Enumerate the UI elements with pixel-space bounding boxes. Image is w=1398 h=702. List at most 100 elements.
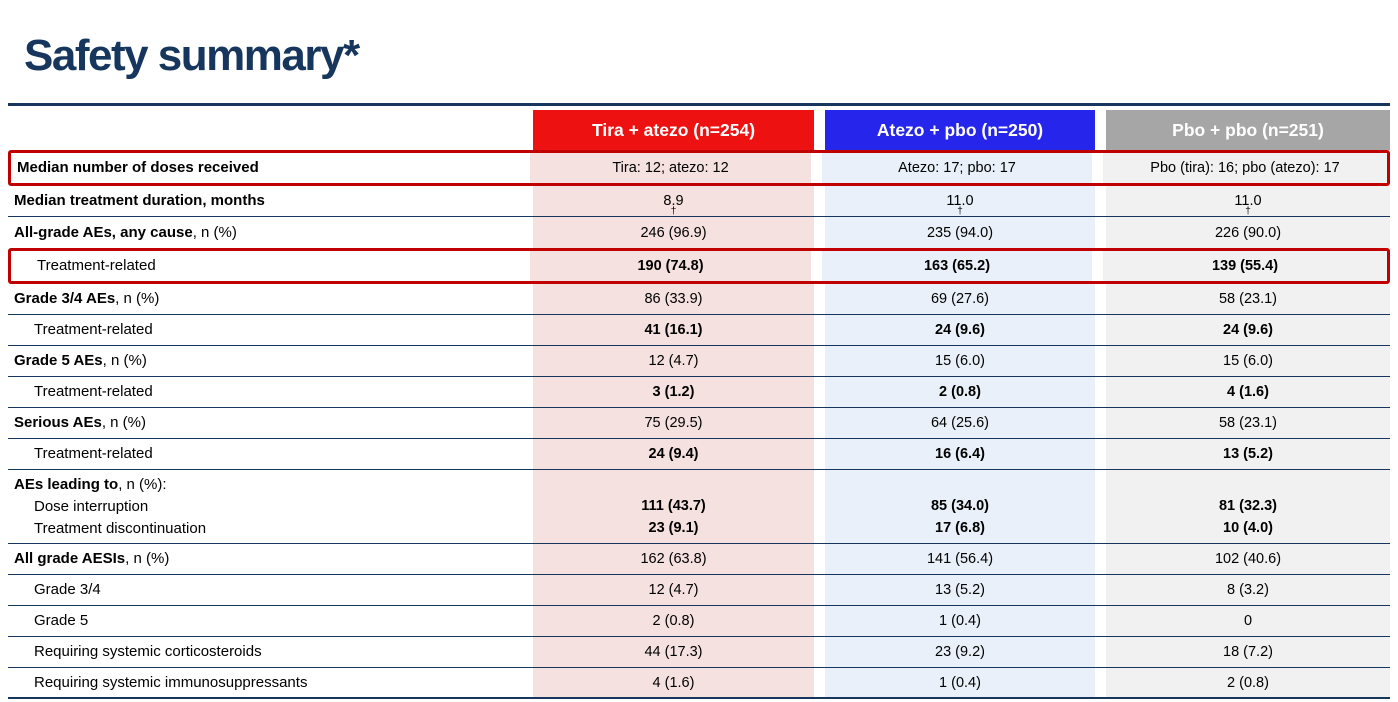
value-line: 81 (32.3) — [1218, 498, 1278, 514]
column-header: Atezo + pbo (n=250) — [825, 110, 1095, 150]
value-cell: 1 (0.4) — [825, 606, 1095, 636]
value-cell: 2 (0.8) — [825, 377, 1095, 407]
row-label-line: Requiring systemic immunosuppressants — [34, 673, 308, 691]
value-cell: 18 (7.2) — [1106, 637, 1390, 667]
row-label: Grade 5 AEs, n (%) — [8, 346, 533, 376]
row-label-line: Treatment discontinuation — [34, 519, 207, 537]
row-label-line: Treatment-related — [34, 383, 153, 400]
value-cell: 64 (25.6) — [825, 408, 1095, 438]
value-cell: 111 (43.7) 23 (9.1) — [533, 470, 814, 543]
row-label-line: Grade 3/4 AEs, n (%) — [14, 290, 160, 307]
column-gutter — [1095, 346, 1106, 376]
row-label-line: Median number of doses received — [17, 159, 259, 176]
column-gutter — [1095, 110, 1106, 150]
table-row: Median treatment duration, months 8.9 † 11.… — [8, 186, 1390, 217]
value-cell: 11.0 † — [1106, 186, 1390, 217]
value-cell: 69 (27.6) — [825, 284, 1095, 314]
row-label: Treatment-related — [8, 439, 533, 469]
row-label: All-grade AEs, any cause, n (%) — [8, 217, 533, 248]
table-row: All grade AESIs, n (%) 162 (63.8) 141 (56.… — [8, 544, 1390, 575]
value-cell: Atezo: 17; pbo: 17 — [822, 153, 1092, 183]
value-cell: 86 (33.9) — [533, 284, 814, 314]
column-gutter — [1095, 408, 1106, 438]
row-label-line: Treatment-related — [34, 321, 153, 338]
value-cell: 246 (96.9) — [533, 217, 814, 248]
column-gutter — [1095, 284, 1106, 314]
value-cell: 139 (55.4) — [1103, 251, 1387, 281]
row-label-line: Grade 5 AEs, n (%) — [14, 352, 147, 369]
value-line: 111 (43.7) — [641, 498, 706, 514]
column-gutter — [1095, 217, 1106, 248]
value-cell: 190 (74.8) — [530, 251, 811, 281]
row-label: Treatment-related — [11, 251, 530, 281]
value-line: 17 (6.8) — [935, 520, 985, 536]
column-gutter — [1095, 544, 1106, 574]
value-cell: 4 (1.6) — [1106, 377, 1390, 407]
column-gutter — [814, 606, 825, 636]
value-cell: 15 (6.0) — [1106, 346, 1390, 376]
row-label-line: Treatment-related — [37, 257, 156, 274]
column-gutter — [814, 186, 825, 216]
value-cell: 163 (65.2) — [822, 251, 1092, 281]
row-label: Grade 5 — [8, 606, 533, 636]
row-label: Serious AEs, n (%) — [8, 408, 533, 438]
value-cell: 2 (0.8) — [533, 606, 814, 636]
value-cell: 8.9 † — [533, 186, 814, 217]
value-cell: 23 (9.2) — [825, 637, 1095, 667]
row-label: Treatment-related — [8, 377, 533, 407]
value-cell: 81 (32.3) 10 (4.0) — [1106, 470, 1390, 543]
value-cell: 44 (17.3) — [533, 637, 814, 667]
column-header: Pbo + pbo (n=251) — [1106, 110, 1390, 150]
value-cell: 8 (3.2) — [1106, 575, 1390, 605]
table-row: Grade 5 AEs, n (%) 12 (4.7) 15 (6.0) 15 (6.… — [8, 346, 1390, 377]
table-row: Grade 3/4 AEs, n (%) 86 (33.9) 69 (27.6) 58… — [8, 284, 1390, 315]
value-cell: 102 (40.6) — [1106, 544, 1390, 574]
row-label: Requiring systemic corticosteroids — [8, 637, 533, 667]
column-gutter — [1095, 186, 1106, 216]
value-cell: Tira: 12; atezo: 12 — [530, 153, 811, 183]
value-cell: 15 (6.0) — [825, 346, 1095, 376]
column-gutter — [814, 575, 825, 605]
safety-summary-table: Tira + atezo (n=254) Atezo + pbo (n=250) P… — [8, 103, 1390, 699]
value-cell: 4 (1.6) — [533, 668, 814, 697]
row-label-line: All-grade AEs, any cause, n (%) — [14, 223, 237, 241]
row-label-line: Dose interruption — [34, 497, 149, 515]
value-cell: 2 (0.8) — [1106, 668, 1390, 697]
row-label-line: Treatment-related — [34, 445, 153, 462]
column-gutter — [1095, 575, 1106, 605]
table-row: Median number of doses received Tira: 12;… — [8, 150, 1390, 186]
value-cell: 3 (1.2) — [533, 377, 814, 407]
column-gutter — [1095, 637, 1106, 667]
value-cell: 13 (5.2) — [1106, 439, 1390, 469]
value-line: 23 (9.1) — [648, 520, 699, 536]
row-label-line: Grade 3/4 — [34, 581, 101, 598]
column-gutter — [1095, 470, 1106, 543]
table-row: Grade 3/4 12 (4.7) 13 (5.2) 8 (3.2) — [8, 575, 1390, 606]
value-cell: 58 (23.1) — [1106, 284, 1390, 314]
row-label: Median number of doses received — [11, 153, 530, 183]
value-cell: 11.0 † — [825, 186, 1095, 217]
column-gutter — [814, 315, 825, 345]
table-row: Treatment-related 41 (16.1) 24 (9.6) 24 (9.… — [8, 315, 1390, 346]
column-gutter — [1095, 439, 1106, 469]
row-label-line: Serious AEs, n (%) — [14, 414, 146, 431]
value-cell: 12 (4.7) — [533, 346, 814, 376]
row-label-line: Requiring systemic corticosteroids — [34, 643, 262, 660]
value-cell: 12 (4.7) — [533, 575, 814, 605]
column-header: Tira + atezo (n=254) — [533, 110, 814, 150]
value-cell: 24 (9.6) — [1106, 315, 1390, 345]
value-cell: 16 (6.4) — [825, 439, 1095, 469]
value-cell: 141 (56.4) — [825, 544, 1095, 574]
table-row: Treatment-related 24 (9.4) 16 (6.4) 13 (5.2… — [8, 439, 1390, 470]
column-gutter — [814, 470, 825, 543]
column-gutter — [811, 153, 822, 183]
column-gutter — [1092, 251, 1103, 281]
column-gutter — [1095, 606, 1106, 636]
page-title: Safety summary* — [24, 31, 360, 81]
column-gutter — [814, 408, 825, 438]
value-cell: 24 (9.6) — [825, 315, 1095, 345]
table-row: Requiring systemic corticosteroids 44 (17… — [8, 637, 1390, 668]
table-row: Treatment-related 190 (74.8) 163 (65.2) 139… — [8, 248, 1390, 284]
row-label-line: AEs leading to, n (%): — [14, 475, 167, 493]
column-gutter — [814, 346, 825, 376]
